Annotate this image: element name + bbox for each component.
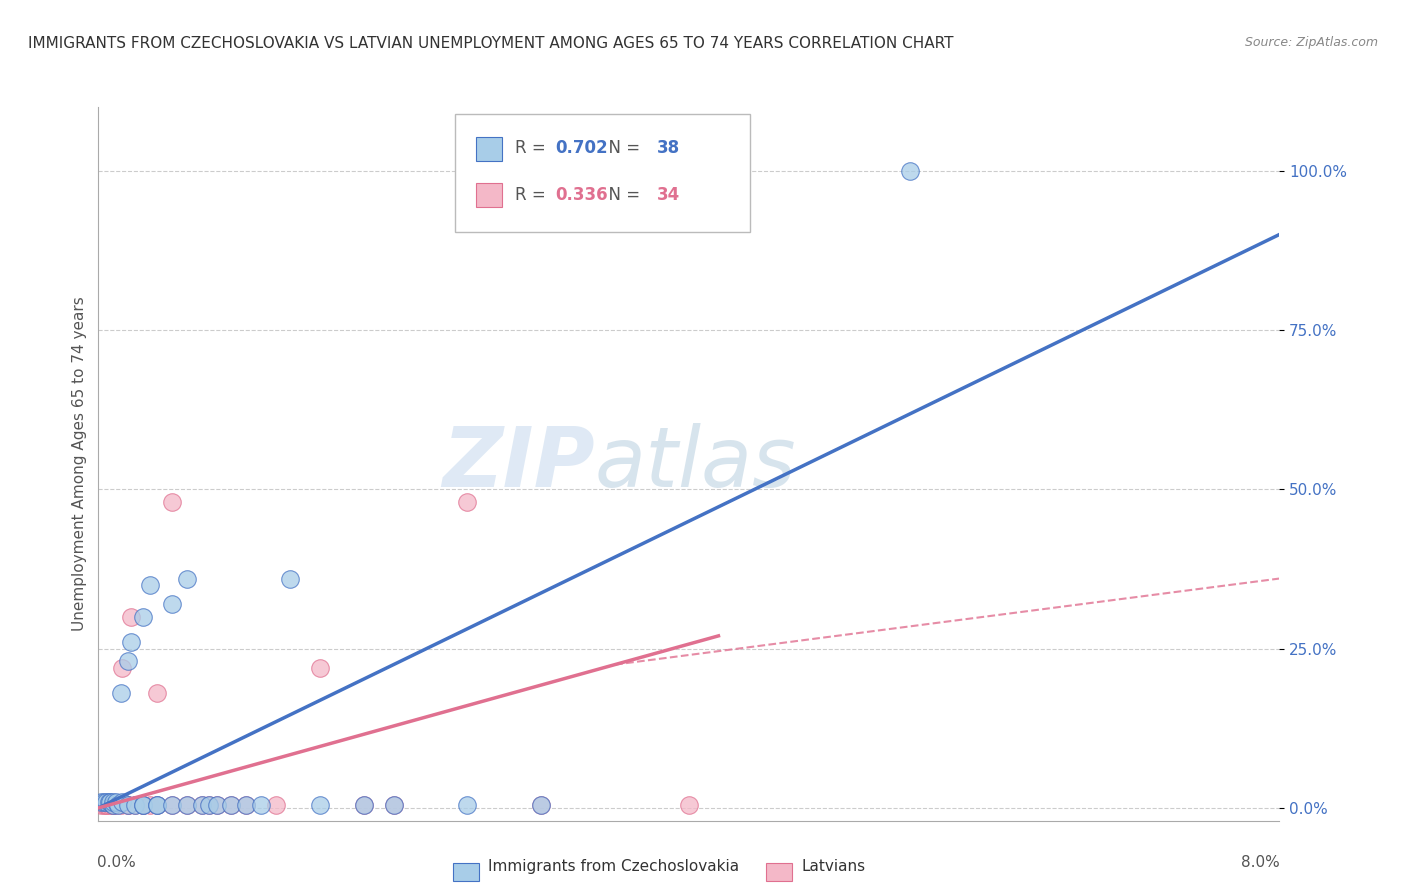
Bar [477, 137, 502, 161]
Point [191, 797, 214, 812]
Point [235, 797, 257, 812]
Point [124, 797, 146, 812]
Point [146, 686, 169, 700]
Point [382, 797, 405, 812]
Point [382, 797, 405, 812]
Point [139, 797, 162, 812]
Point [162, 797, 183, 812]
Text: Latvians: Latvians [801, 859, 865, 873]
Point [278, 572, 301, 586]
Text: N =: N = [598, 186, 645, 203]
Point [198, 797, 221, 812]
Point [219, 797, 242, 812]
Point [98, 797, 121, 812]
Point [103, 797, 124, 812]
Point [117, 654, 139, 668]
Point [132, 609, 155, 624]
Text: R =: R = [516, 139, 551, 157]
Bar [477, 184, 502, 207]
Text: N =: N = [598, 139, 645, 157]
Point [132, 797, 155, 812]
Point [117, 797, 139, 812]
Point [110, 686, 132, 700]
Point [162, 495, 183, 509]
Point [93, 797, 115, 812]
Bar [453, 863, 478, 880]
Point [146, 797, 169, 812]
Text: 0.702: 0.702 [555, 139, 609, 157]
Point [103, 795, 124, 809]
Text: Immigrants from Czechoslovakia: Immigrants from Czechoslovakia [488, 859, 740, 873]
Point [898, 163, 921, 178]
Point [117, 797, 139, 812]
Point [176, 572, 198, 586]
Point [103, 797, 124, 812]
Point [124, 797, 146, 812]
Point [132, 797, 155, 812]
FancyBboxPatch shape [456, 114, 751, 232]
Point [120, 609, 142, 624]
Point [162, 597, 183, 611]
Point [219, 797, 242, 812]
Point [120, 635, 142, 649]
Point [308, 661, 332, 675]
Point [205, 797, 228, 812]
Point [111, 795, 134, 809]
Point [103, 797, 124, 812]
Point [235, 797, 257, 812]
Point [105, 797, 128, 812]
Text: 0.0%: 0.0% [97, 855, 136, 870]
Point [94, 797, 117, 812]
Point [162, 797, 183, 812]
Text: 0.336: 0.336 [555, 186, 609, 203]
Text: 38: 38 [657, 139, 681, 157]
Point [111, 661, 134, 675]
Point [110, 797, 132, 812]
Point [264, 797, 287, 812]
Point [308, 797, 332, 812]
Point [176, 797, 198, 812]
Point [530, 797, 553, 812]
Text: Source: ZipAtlas.com: Source: ZipAtlas.com [1244, 36, 1378, 49]
Point [176, 797, 198, 812]
Point [191, 797, 214, 812]
Point [117, 797, 139, 812]
Point [353, 797, 375, 812]
Point [198, 797, 221, 812]
Point [93, 795, 115, 809]
Text: 8.0%: 8.0% [1240, 855, 1279, 870]
Point [530, 797, 553, 812]
Text: R =: R = [516, 186, 551, 203]
Point [90, 795, 112, 809]
Text: ZIP: ZIP [441, 424, 595, 504]
Point [90, 797, 112, 812]
Point [132, 797, 155, 812]
Point [132, 797, 155, 812]
Point [146, 797, 169, 812]
Text: IMMIGRANTS FROM CZECHOSLOVAKIA VS LATVIAN UNEMPLOYMENT AMONG AGES 65 TO 74 YEARS: IMMIGRANTS FROM CZECHOSLOVAKIA VS LATVIA… [28, 36, 953, 51]
Y-axis label: Unemployment Among Ages 65 to 74 years: Unemployment Among Ages 65 to 74 years [72, 296, 87, 632]
Point [205, 797, 228, 812]
Text: 34: 34 [657, 186, 681, 203]
Point [250, 797, 273, 812]
Point [97, 795, 120, 809]
Point [678, 797, 700, 812]
Bar [766, 863, 792, 880]
Point [105, 795, 128, 809]
Point [98, 795, 121, 809]
Point [456, 495, 478, 509]
Point [353, 797, 375, 812]
Text: atlas: atlas [595, 424, 796, 504]
Point [146, 797, 169, 812]
Point [94, 795, 117, 809]
Point [139, 578, 162, 592]
Point [456, 797, 478, 812]
Point [107, 797, 129, 812]
Point [96, 797, 118, 812]
